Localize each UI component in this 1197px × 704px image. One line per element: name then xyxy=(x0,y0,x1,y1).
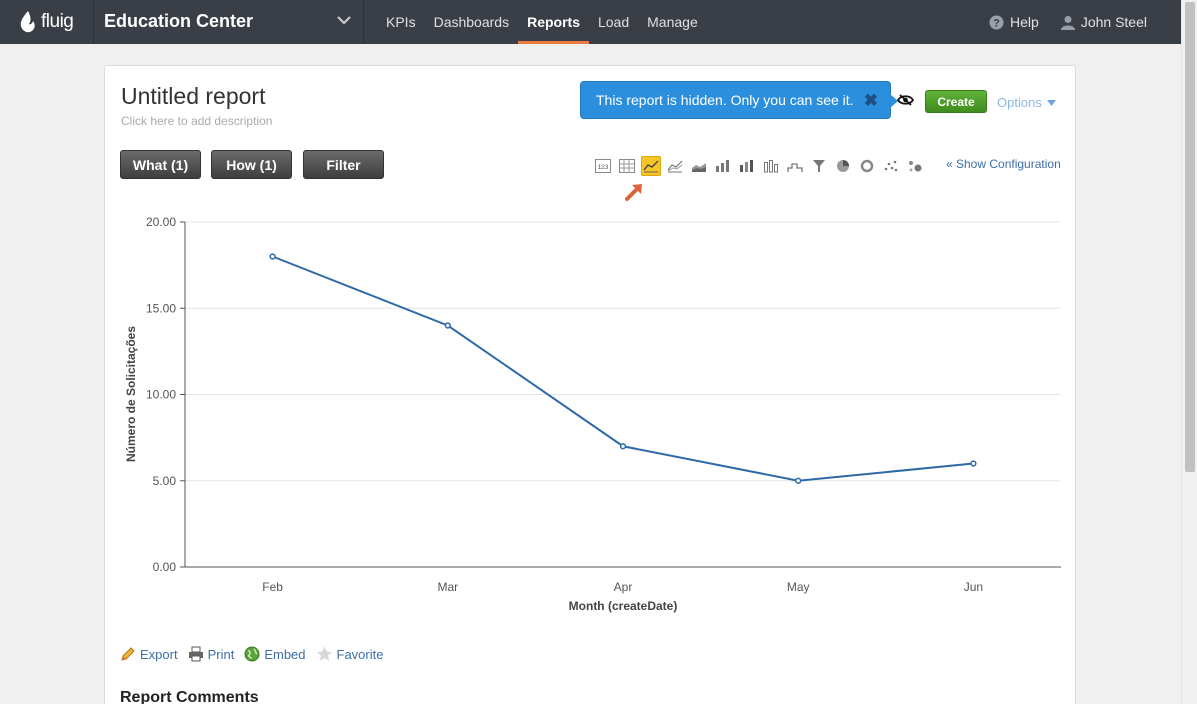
nav-item-dashboards[interactable]: Dashboards xyxy=(433,14,510,30)
options-dropdown[interactable]: Options xyxy=(997,95,1056,110)
data-points xyxy=(269,253,977,484)
number-icon[interactable]: 123 xyxy=(593,156,613,176)
report-actions: Export Print Embed Favorite xyxy=(120,646,383,662)
report-comments-title: Report Comments xyxy=(120,689,259,704)
options-label: Options xyxy=(997,95,1042,110)
chart-gridlines xyxy=(185,221,1061,482)
data-point[interactable] xyxy=(795,477,802,484)
star-icon xyxy=(316,646,332,661)
fluig-logo[interactable]: fluig xyxy=(18,9,74,35)
svg-text:?: ? xyxy=(993,17,1000,29)
app-title[interactable]: Education Center xyxy=(104,11,254,31)
area-chart-icon[interactable] xyxy=(689,156,709,176)
y-tick-label: 10.00 xyxy=(146,388,176,402)
logo-text: fluig xyxy=(41,11,74,32)
x-tick-label: Jun xyxy=(964,580,983,594)
close-icon[interactable]: ✖ xyxy=(863,91,878,110)
fluig-flame-icon xyxy=(20,11,35,33)
print-action[interactable]: Print xyxy=(188,646,235,662)
caret-down-icon xyxy=(1046,99,1056,106)
top-navbar: fluig Education Center KPIs Dashboards R… xyxy=(0,0,1181,44)
nav-item-load[interactable]: Load xyxy=(597,14,630,30)
report-panel: Untitled report Click here to add descri… xyxy=(104,65,1076,704)
arrow-pointer-icon xyxy=(625,184,642,201)
help-label: Help xyxy=(1010,14,1039,30)
bubble-icon[interactable] xyxy=(905,156,925,176)
data-point[interactable] xyxy=(269,253,276,260)
x-tick-label: Mar xyxy=(437,580,458,594)
chart-type-selector: 123 xyxy=(593,156,925,176)
help-link[interactable]: ? Help xyxy=(989,14,1039,30)
what-button[interactable]: What (1) xyxy=(120,150,201,179)
bar-chart-icon[interactable] xyxy=(713,156,733,176)
step-chart-icon[interactable] xyxy=(785,156,805,176)
y-tick-label: 20.00 xyxy=(146,215,176,229)
line-multi-icon[interactable] xyxy=(665,156,685,176)
favorite-label: Favorite xyxy=(336,646,384,662)
scrollbar-thumb[interactable] xyxy=(1185,2,1195,472)
user-menu[interactable]: John Steel xyxy=(1060,14,1147,30)
data-point[interactable] xyxy=(970,460,977,467)
print-label: Print xyxy=(207,646,235,662)
table-icon[interactable] xyxy=(617,156,637,176)
y-axis-ticks: 0.00 5.00 10.00 15.00 20.00 xyxy=(146,215,185,574)
donut-chart-icon[interactable] xyxy=(857,156,877,176)
bar-outline-icon[interactable] xyxy=(761,156,781,176)
funnel-icon[interactable] xyxy=(809,156,829,176)
user-name: John Steel xyxy=(1080,14,1147,30)
y-tick-label: 5.00 xyxy=(153,474,177,488)
embed-action[interactable]: Embed xyxy=(244,646,306,662)
report-title[interactable]: Untitled report xyxy=(121,83,266,109)
nav-right: ? Help John Steel xyxy=(989,0,1147,44)
y-tick-label: 15.00 xyxy=(146,301,176,315)
page-scrollbar[interactable] xyxy=(1181,0,1197,704)
scatter-icon[interactable] xyxy=(881,156,901,176)
pencil-export-icon xyxy=(121,647,135,661)
nav-divider xyxy=(93,0,94,44)
nav-item-manage[interactable]: Manage xyxy=(647,14,698,30)
x-axis-title: Month (createDate) xyxy=(569,599,678,613)
line-chart-icon[interactable] xyxy=(641,156,661,176)
printer-icon xyxy=(188,646,203,662)
chevron-down-icon[interactable] xyxy=(337,15,351,25)
export-label: Export xyxy=(140,646,178,662)
how-button[interactable]: How (1) xyxy=(211,150,292,179)
globe-icon xyxy=(244,646,260,662)
show-configuration-link[interactable]: « Show Configuration xyxy=(946,157,1061,171)
nav-divider xyxy=(363,0,364,44)
x-tick-label: Feb xyxy=(262,580,283,594)
hidden-eye-icon[interactable] xyxy=(897,94,914,106)
report-description[interactable]: Click here to add description xyxy=(121,114,273,128)
x-axis-ticks: Feb Mar Apr May Jun xyxy=(262,580,983,594)
export-action[interactable]: Export xyxy=(120,646,178,662)
data-point[interactable] xyxy=(444,322,451,329)
hidden-notice-text: This report is hidden. Only you can see … xyxy=(596,92,854,108)
hidden-report-notice: This report is hidden. Only you can see … xyxy=(580,81,898,119)
help-icon: ? xyxy=(989,15,1004,29)
embed-label: Embed xyxy=(264,646,306,662)
x-tick-label: Apr xyxy=(614,580,633,594)
pie-chart-icon[interactable] xyxy=(833,156,853,176)
x-tick-label: May xyxy=(787,580,810,594)
y-tick-label: 0.00 xyxy=(153,560,177,574)
svg-text:123: 123 xyxy=(598,164,609,171)
stacked-bar-icon[interactable] xyxy=(737,156,757,176)
filter-button[interactable]: Filter xyxy=(303,150,384,179)
create-button[interactable]: Create xyxy=(925,90,987,113)
user-icon xyxy=(1060,15,1075,30)
nav-item-reports[interactable]: Reports xyxy=(518,0,589,44)
favorite-action[interactable]: Favorite xyxy=(316,646,384,662)
nav-item-kpis[interactable]: KPIs xyxy=(386,14,416,30)
y-axis-title: Número de Solicitações xyxy=(124,326,138,462)
main-nav: KPIs Dashboards Reports Load Manage xyxy=(377,0,707,44)
data-point[interactable] xyxy=(619,443,627,450)
